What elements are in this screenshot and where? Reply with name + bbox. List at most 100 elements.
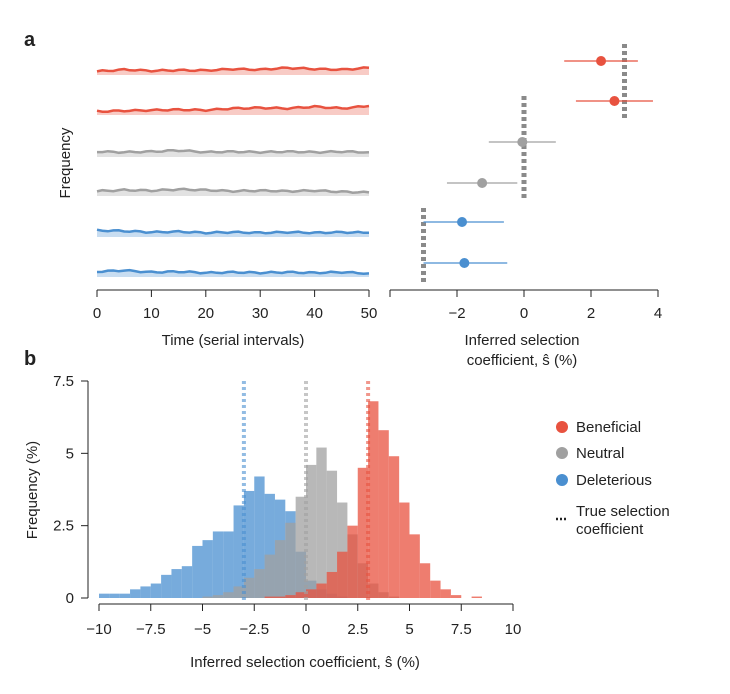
x-tick-label: −2.5 [239, 621, 269, 638]
legend-label-true-line2: coefficient [576, 521, 644, 538]
estimate-point [596, 56, 607, 66]
forest-xlabel-line1: Inferred selection [464, 332, 579, 349]
histogram-bar-neutral [264, 554, 275, 598]
histogram-bar-beneficial [316, 583, 327, 598]
histogram-bar-beneficial [274, 596, 286, 598]
y-tick-label: 0 [66, 590, 74, 607]
histogram-bar-beneficial [306, 589, 317, 598]
histogram-bar-deleterious [161, 574, 172, 598]
histogram-bar-deleterious [202, 540, 213, 598]
x-tick-label: 7.5 [451, 621, 472, 638]
estimate-point [517, 137, 528, 147]
histogram-bar-beneficial [347, 525, 358, 598]
histogram-bar-deleterious [140, 586, 151, 598]
histogram-bar-neutral [316, 447, 327, 598]
legend-marker-beneficial [556, 421, 568, 433]
histogram-bar-deleterious [150, 583, 162, 598]
x-tick-label: 0 [520, 305, 528, 322]
series-area-0 [97, 67, 369, 75]
histogram-bar-neutral [326, 470, 338, 598]
x-tick-label: 2.5 [347, 621, 368, 638]
x-tick-label: 0 [93, 305, 101, 322]
histogram-bar-deleterious [171, 569, 182, 598]
histogram-bar-beneficial [337, 551, 348, 598]
histogram-bar-beneficial [430, 580, 441, 598]
legend-marker-deleterious [556, 474, 568, 486]
histogram-bar-beneficial [471, 596, 482, 598]
x-tick-label: −7.5 [136, 621, 166, 638]
series-line-3 [96, 187, 370, 194]
panel-a-forest-plot: −2 0 2 4 [389, 44, 662, 322]
x-tick-label: 5 [405, 621, 413, 638]
series-area-4 [97, 229, 369, 237]
histogram-bar-beneficial [450, 595, 462, 598]
histogram-bar-deleterious [223, 531, 234, 598]
panel-a-xlabel: Time (serial intervals) [162, 332, 305, 349]
y-tick-label: 7.5 [53, 373, 74, 390]
histogram-bar-deleterious [212, 531, 224, 598]
legend-label-deleterious: Deleterious [576, 472, 652, 489]
histogram-bar-deleterious [254, 476, 265, 598]
series-line-2 [97, 149, 370, 155]
histogram-bar-beneficial [357, 467, 369, 598]
series-line-0 [96, 66, 370, 73]
histogram-bar-deleterious [99, 593, 110, 598]
x-tick-label: 30 [252, 305, 269, 322]
histogram-bar-beneficial [440, 589, 451, 598]
histogram-bar-neutral [285, 522, 296, 598]
legend: Beneficial Neutral Deleterious True sele… [556, 419, 670, 538]
histogram-bar-deleterious [181, 566, 193, 598]
panel-label-b: b [24, 348, 36, 370]
histogram-bar-deleterious [243, 490, 255, 598]
histogram-bar-beneficial [388, 456, 400, 598]
panel-label-a: a [24, 29, 36, 51]
x-tick-label: 20 [197, 305, 214, 322]
histogram-bar-neutral [223, 592, 234, 598]
histogram-bar-neutral [274, 540, 286, 598]
histogram-bar-beneficial [326, 571, 338, 598]
histogram-bar-neutral [295, 496, 306, 598]
histogram-bar-beneficial [295, 592, 306, 598]
x-tick-label: −2 [448, 305, 465, 322]
legend-label-neutral: Neutral [576, 445, 624, 462]
histogram-bar-neutral [233, 586, 244, 598]
legend-label-true-line1: True selection [576, 503, 670, 520]
panel-a-timeseries: 0 10 20 30 40 50 [93, 66, 378, 322]
histogram-bar-beneficial [419, 563, 431, 598]
x-tick-label: −10 [86, 621, 111, 638]
estimate-point [609, 96, 620, 106]
panel-a-ylabel: Frequency [57, 127, 74, 198]
panel-b-histogram: 0 2.5 5 7.5 −10 −7.5 −5 −2.5 0 2.5 5 7.5 10 [53, 373, 521, 638]
histogram-bar-deleterious [233, 505, 244, 598]
histogram-ylabel: Frequency (%) [24, 441, 41, 539]
histogram-bar-neutral [243, 577, 255, 598]
series-line-4 [96, 228, 369, 235]
histogram-xlabel: Inferred selection coefficient, ŝ (%) [190, 654, 420, 671]
estimate-point [477, 178, 488, 188]
histogram-bar-deleterious [130, 589, 141, 598]
histogram-bar-neutral [306, 464, 317, 598]
x-tick-label: −5 [194, 621, 211, 638]
estimate-point [457, 217, 468, 227]
histogram-bar-deleterious [109, 593, 120, 598]
x-tick-label: 2 [587, 305, 595, 322]
histogram-bar-deleterious [264, 493, 275, 598]
histogram-bar-beneficial [399, 502, 410, 598]
x-tick-label: 40 [306, 305, 323, 322]
y-tick-label: 2.5 [53, 518, 74, 535]
legend-label-beneficial: Beneficial [576, 419, 641, 436]
series-line-1 [96, 104, 370, 113]
series-line-5 [96, 268, 370, 275]
y-tick-label: 5 [66, 445, 74, 462]
histogram-bar-neutral [202, 596, 213, 598]
histogram-bar-deleterious [192, 545, 203, 598]
x-tick-label: 4 [654, 305, 662, 322]
histogram-bar-neutral [254, 569, 265, 598]
estimate-point [459, 258, 470, 268]
x-tick-label: 10 [505, 621, 522, 638]
histogram-bar-beneficial [368, 401, 379, 598]
histogram-bar-deleterious [119, 593, 131, 598]
x-tick-label: 50 [361, 305, 378, 322]
histogram-bar-beneficial [264, 596, 275, 598]
